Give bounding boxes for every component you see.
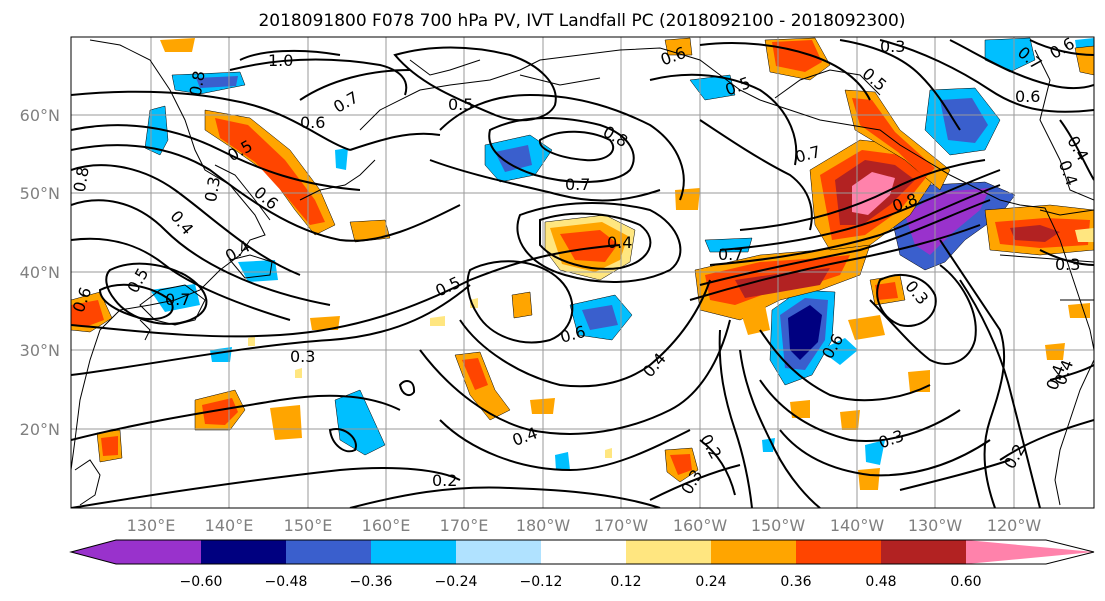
colorbar-segment — [201, 540, 286, 564]
latitude-axis: 60°N 50°N 40°N 30°N 20°N — [20, 106, 60, 439]
contour-label: 0.4 — [607, 233, 632, 252]
colorbar-segment — [371, 540, 456, 564]
lon-label: 170°E — [440, 516, 489, 535]
colorbar-extend-min — [71, 540, 116, 564]
colorbar-segment — [796, 540, 881, 564]
contour-label: 1.0 — [268, 51, 293, 70]
lon-label: 160°W — [673, 516, 728, 535]
lat-label: 20°N — [20, 420, 60, 439]
colorbar-segment — [626, 540, 711, 564]
lat-label: 40°N — [20, 263, 60, 282]
contour-label: 0.8 — [186, 69, 209, 97]
pv-contours — [71, 39, 1094, 508]
lon-label: 130°W — [908, 516, 963, 535]
map-frame — [70, 36, 1095, 509]
pv-negative-shading — [144, 37, 1094, 470]
lat-label: 60°N — [20, 106, 60, 125]
contour-label: 0.6 — [300, 113, 325, 132]
map-panel: 1.0 0.8 0.7 0.6 0.5 0.7 0.8 0.4 0.5 0.6 … — [70, 37, 1094, 508]
colorbar-tick-label: −0.24 — [435, 574, 478, 590]
lon-label: 170°W — [594, 516, 649, 535]
colorbar: −0.60 −0.48 −0.36 −0.24 −0.12 0.12 0.24 … — [69, 539, 1095, 590]
colorbar-segment — [456, 540, 541, 564]
colorbar-segment — [881, 540, 966, 564]
contour-label: 0.3 — [1055, 255, 1080, 274]
lat-label: 50°N — [20, 184, 60, 203]
colorbar-tick-label: 0.60 — [950, 574, 981, 590]
lon-label: 150°E — [284, 516, 333, 535]
colorbar-tick-label: −0.48 — [265, 574, 308, 590]
contour-label: 0.8 — [70, 165, 93, 193]
contour-label: 0.3 — [290, 347, 315, 366]
colorbar-segment — [286, 540, 371, 564]
lon-label: 140°W — [830, 516, 885, 535]
lon-label: 120°W — [987, 516, 1042, 535]
contour-label: 0.7 — [718, 245, 743, 264]
colorbar-tick-label: −0.12 — [520, 574, 563, 590]
contour-label: 0.3 — [880, 37, 905, 56]
lat-label: 30°N — [20, 341, 60, 360]
colorbar-segment — [116, 540, 201, 564]
contour-label: 0.7 — [165, 290, 190, 309]
contour-label: 0.6 — [1015, 87, 1040, 106]
colorbar-segment — [541, 540, 626, 564]
contour-label: 0.3 — [201, 175, 224, 203]
colorbar-tick-label: 0.12 — [610, 574, 641, 590]
lon-label: 160°E — [362, 516, 411, 535]
colorbar-extend-max — [966, 540, 1094, 564]
figure-title: 2018091800 F078 700 hPa PV, IVT Landfall… — [258, 11, 905, 31]
colorbar-tick-label: −0.60 — [180, 574, 223, 590]
lon-label: 140°E — [205, 516, 254, 535]
colorbar-tick-label: 0.24 — [695, 574, 726, 590]
lon-label: 150°W — [751, 516, 806, 535]
colorbar-tick-label: 0.36 — [780, 574, 811, 590]
colorbar-tick-label: 0.48 — [865, 574, 896, 590]
contour-label: 0.2 — [432, 471, 457, 490]
colorbar-tick-label: −0.36 — [350, 574, 393, 590]
lon-label: 180°W — [516, 516, 571, 535]
colorbar-segment — [711, 540, 796, 564]
lon-label: 130°E — [127, 516, 176, 535]
contour-label: 0.7 — [565, 175, 590, 194]
contour-label: 0.5 — [448, 95, 473, 114]
longitude-axis: 130°E 140°E 150°E 160°E 170°E 180°W 170°… — [127, 516, 1042, 535]
